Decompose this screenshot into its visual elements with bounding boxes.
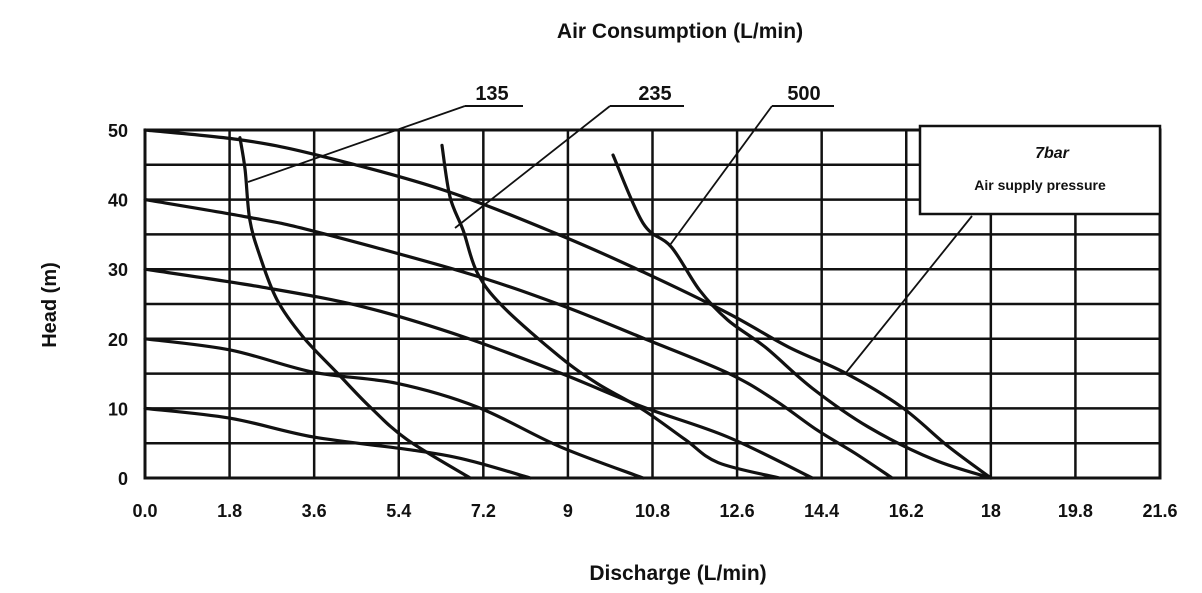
x-tick-label: 14.4 bbox=[804, 501, 839, 521]
leader-line-135 bbox=[247, 105, 466, 183]
legend-box bbox=[918, 124, 1162, 216]
x-tick-label: 10.8 bbox=[635, 501, 670, 521]
y-tick-label: 0 bbox=[118, 469, 128, 489]
y-axis-label: Head (m) bbox=[39, 262, 61, 348]
leader-line-235 bbox=[454, 105, 611, 229]
x-tick-label: 21.6 bbox=[1142, 501, 1177, 521]
curve-air-235 bbox=[440, 143, 781, 480]
x-axis-label: Discharge (L/min) bbox=[589, 562, 766, 585]
legend-pressure-caption: Air supply pressure bbox=[974, 177, 1106, 193]
annotations: 135 235 500 7bar Air supply pressure bbox=[247, 83, 1162, 375]
x-tick-label: 1.8 bbox=[217, 501, 242, 521]
x-tick-label: 9 bbox=[563, 501, 573, 521]
x-tick-labels: 0.0 1.8 3.6 5.4 7.2 9 10.8 12.6 14.4 16.2 18 19.8 21… bbox=[132, 501, 1177, 521]
curve-air-135 bbox=[238, 136, 472, 480]
curve-head-40 bbox=[143, 198, 894, 480]
y-tick-label: 50 bbox=[108, 121, 128, 141]
x-tick-label: 3.6 bbox=[302, 501, 327, 521]
leader-line-500 bbox=[669, 105, 773, 246]
x-tick-label: 5.4 bbox=[386, 501, 411, 521]
x-tick-label: 18 bbox=[981, 501, 1001, 521]
leader-line-7bar bbox=[844, 215, 973, 375]
x-tick-label: 19.8 bbox=[1058, 501, 1093, 521]
y-tick-label: 30 bbox=[108, 260, 128, 280]
curve-head-10 bbox=[143, 406, 532, 480]
curve-head-50 bbox=[143, 128, 993, 480]
annotation-label-235: 235 bbox=[638, 83, 671, 105]
curve-head-30 bbox=[143, 267, 814, 480]
x-tick-label: 16.2 bbox=[889, 501, 924, 521]
annotation-label-135: 135 bbox=[475, 83, 508, 105]
x-tick-label: 7.2 bbox=[471, 501, 496, 521]
curve-head-20 bbox=[143, 337, 645, 480]
x-tick-label: 12.6 bbox=[720, 501, 755, 521]
grid bbox=[143, 128, 1162, 480]
curves bbox=[143, 128, 993, 480]
y-tick-labels: 0 10 20 30 40 50 bbox=[108, 121, 128, 489]
annotation-label-500: 500 bbox=[787, 83, 820, 105]
legend-pressure: 7bar bbox=[1035, 145, 1070, 162]
y-tick-label: 10 bbox=[108, 399, 128, 419]
y-tick-label: 20 bbox=[108, 330, 128, 350]
curve-air-500 bbox=[611, 153, 993, 480]
y-tick-label: 40 bbox=[108, 191, 128, 211]
chart-title: Air Consumption (L/min) bbox=[557, 20, 803, 43]
x-tick-label: 0.0 bbox=[132, 501, 157, 521]
plot-border bbox=[143, 128, 1162, 480]
